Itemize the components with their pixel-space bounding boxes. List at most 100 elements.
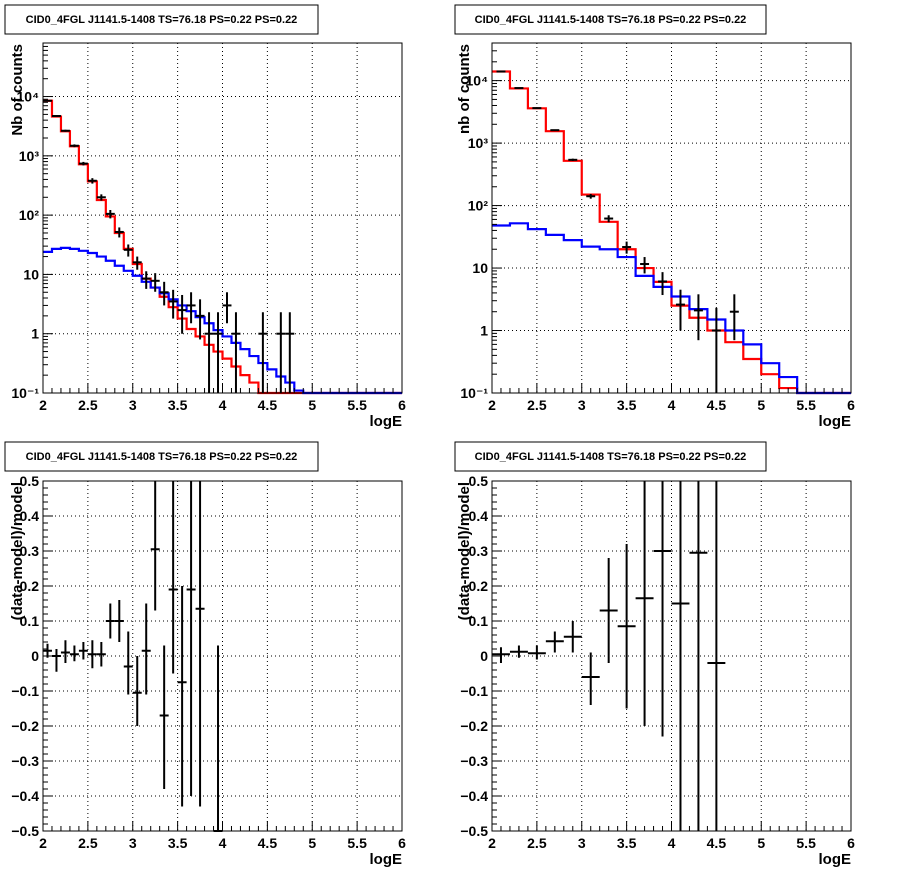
data-point — [222, 292, 232, 324]
data-point — [711, 307, 721, 393]
y-tick-label: 10² — [468, 198, 489, 214]
x-tick-label: 2 — [488, 397, 496, 413]
y-tick-label: 0.1 — [469, 613, 489, 629]
y-tick-label: −0.5 — [460, 823, 488, 839]
data-point — [258, 312, 268, 393]
data-point — [617, 544, 636, 709]
x-tick-label: 3.5 — [168, 397, 188, 413]
x-tick-label: 5.5 — [347, 835, 367, 851]
data-point — [729, 294, 739, 341]
data-point — [105, 210, 115, 219]
data-point — [159, 645, 169, 789]
y-tick-label: 0.3 — [20, 543, 40, 559]
series-2 — [43, 99, 295, 393]
grid-lines — [492, 43, 851, 393]
data-point — [586, 194, 596, 199]
x-tick-label: 2 — [488, 835, 496, 851]
y-tick-label: −0.2 — [11, 718, 39, 734]
x-tick-label: 2.5 — [78, 835, 98, 851]
data-point — [213, 645, 223, 832]
data-point — [150, 273, 160, 292]
y-tick-label: 10³ — [468, 135, 489, 151]
y-tick-label: −0.4 — [460, 788, 488, 804]
x-axis-title: logE — [370, 413, 403, 430]
data-point — [599, 558, 618, 663]
series-2 — [496, 70, 739, 393]
data-point — [527, 645, 546, 660]
y-axis-title: (data-model)/model — [456, 482, 473, 620]
x-tick-label: 3 — [578, 397, 586, 413]
data-point — [563, 621, 582, 653]
data-point — [285, 312, 295, 393]
step-line-model-red — [43, 99, 402, 395]
data-point — [195, 299, 205, 340]
y-tick-label: 1 — [31, 326, 39, 342]
grid-lines — [492, 481, 851, 831]
data-point — [132, 656, 142, 726]
data-point — [532, 107, 542, 110]
data-point — [114, 600, 124, 642]
x-tick-label: 5.5 — [796, 835, 816, 851]
data-point — [43, 643, 52, 658]
y-tick-label: 10⁻¹ — [460, 385, 488, 401]
data-point — [60, 129, 70, 132]
x-tick-label: 6 — [398, 397, 406, 413]
data-point — [195, 481, 205, 807]
y-tick-label: −0.1 — [11, 683, 39, 699]
x-tick-label: 5.5 — [347, 397, 367, 413]
y-tick-label: 0.4 — [469, 508, 489, 524]
data-point — [132, 256, 142, 270]
y-tick-label: 0 — [480, 648, 488, 664]
data-point — [492, 647, 510, 663]
series-0 — [43, 481, 223, 832]
x-tick-label: 4 — [219, 835, 227, 851]
data-point — [604, 215, 614, 223]
x-tick-label: 3 — [129, 835, 137, 851]
y-tick-label: 0 — [31, 648, 39, 664]
data-point — [114, 227, 124, 238]
x-tick-label: 3.5 — [168, 835, 188, 851]
x-tick-label: 5.5 — [796, 397, 816, 413]
data-point — [689, 481, 708, 831]
x-tick-label: 4.5 — [258, 835, 278, 851]
chart-title: CID0_4FGL J1141.5-1408 TS=76.18 PS=0.22 … — [26, 451, 298, 463]
y-axis: −0.5 −0.4 −0.3 −0.2 −0.1 0 0.1 0.2 0.3 0.4 0.5(dat… — [456, 473, 502, 839]
y-tick-label: −0.3 — [11, 753, 39, 769]
data-point — [141, 603, 151, 695]
x-tick-label: 5 — [308, 397, 316, 413]
data-point — [150, 481, 160, 611]
x-tick-label: 4.5 — [707, 397, 727, 413]
y-tick-label: −0.4 — [11, 788, 39, 804]
data-point — [168, 289, 178, 319]
x-tick-label: 4 — [219, 397, 227, 413]
x-tick-label: 4.5 — [258, 397, 278, 413]
x-tick-label: 4 — [668, 835, 676, 851]
x-tick-label: 2 — [39, 397, 47, 413]
data-point — [204, 312, 214, 393]
data-point — [168, 481, 178, 674]
x-tick-label: 3 — [129, 397, 137, 413]
data-point — [622, 241, 632, 254]
data-point — [707, 481, 726, 831]
data-point — [78, 642, 88, 660]
data-point — [96, 194, 106, 201]
data-point — [123, 631, 133, 695]
y-tick-label: 10⁴ — [466, 73, 489, 89]
y-axis-title: (data-model)/model — [9, 482, 26, 620]
y-tick-label: 0.1 — [20, 613, 40, 629]
data-point — [550, 129, 560, 132]
chart-title: CID0_4FGL J1141.5-1408 TS=76.18 PS=0.22 … — [26, 14, 298, 26]
data-point — [60, 640, 70, 663]
y-tick-label: 10 — [472, 260, 488, 276]
data-point — [675, 289, 685, 331]
data-point — [509, 645, 528, 658]
data-point — [693, 294, 703, 341]
